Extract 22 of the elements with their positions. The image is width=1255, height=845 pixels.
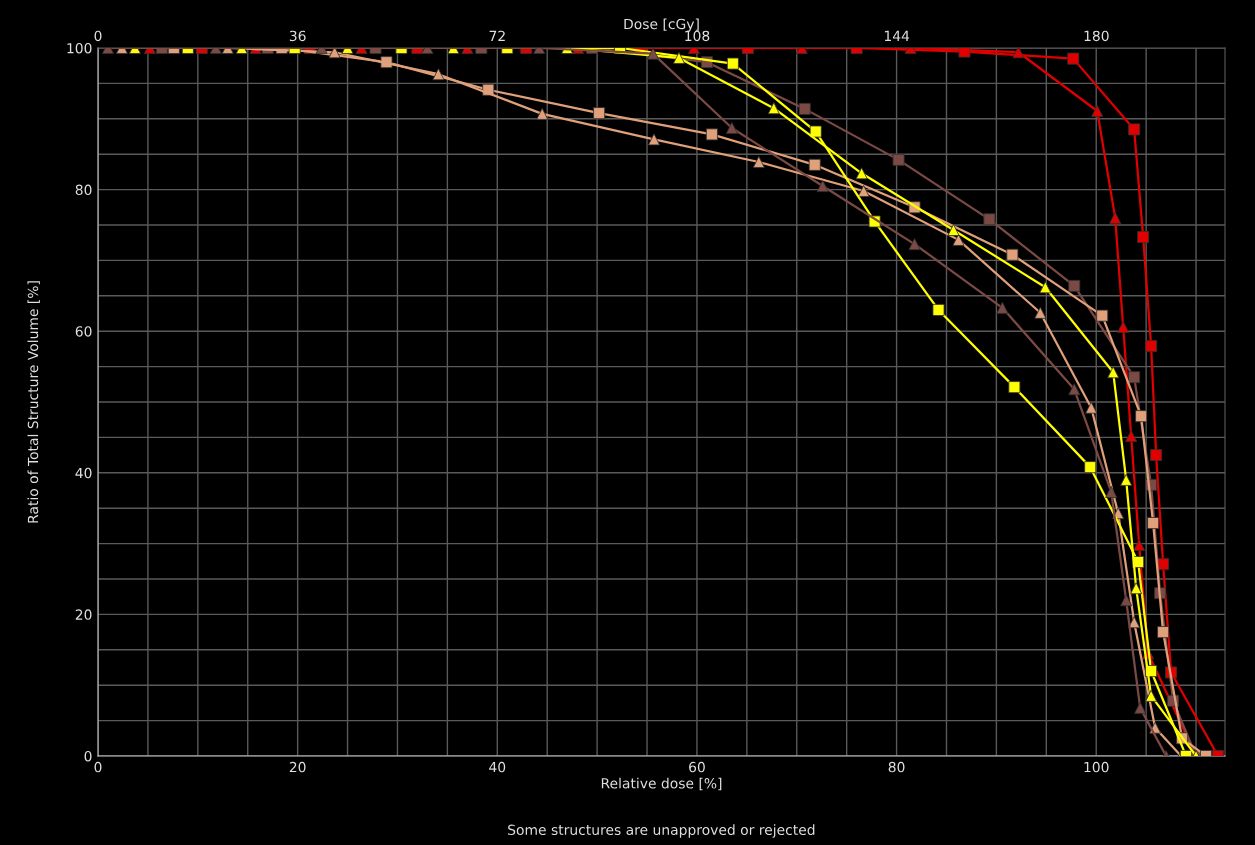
x-axis-title: Relative dose [%] (601, 777, 722, 791)
y-axis-title: Ratio of Total Structure Volume [%] (27, 281, 40, 523)
y-tick-label: 60 (75, 326, 92, 337)
x2-axis-title: Dose [cGy] (624, 18, 699, 32)
text: Some structures are unapproved or rejected (508, 824, 815, 838)
x-tick-label: 20 (289, 761, 306, 773)
x2-tick-label: 72 (489, 30, 505, 41)
y-tick-label: 40 (75, 467, 92, 479)
x2-tick-label: 108 (685, 30, 710, 42)
x2-tick-label: 144 (884, 30, 910, 41)
x2-tick-label: 0 (94, 30, 102, 42)
x-tick-label: 80 (888, 761, 905, 773)
x-tick-label: 60 (689, 761, 705, 773)
y-tick-label: 80 (75, 184, 92, 196)
x-tick-label: 40 (489, 761, 506, 773)
y-tick-label: 0 (84, 750, 92, 762)
x2-tick-label: 36 (289, 30, 306, 42)
x-tick-label: 100 (1084, 761, 1109, 773)
y-tick-label: 20 (75, 609, 92, 620)
x-tick-label: 0 (94, 761, 102, 773)
y-tick-label: 100 (67, 42, 92, 54)
x2-tick-label: 180 (1084, 30, 1109, 42)
